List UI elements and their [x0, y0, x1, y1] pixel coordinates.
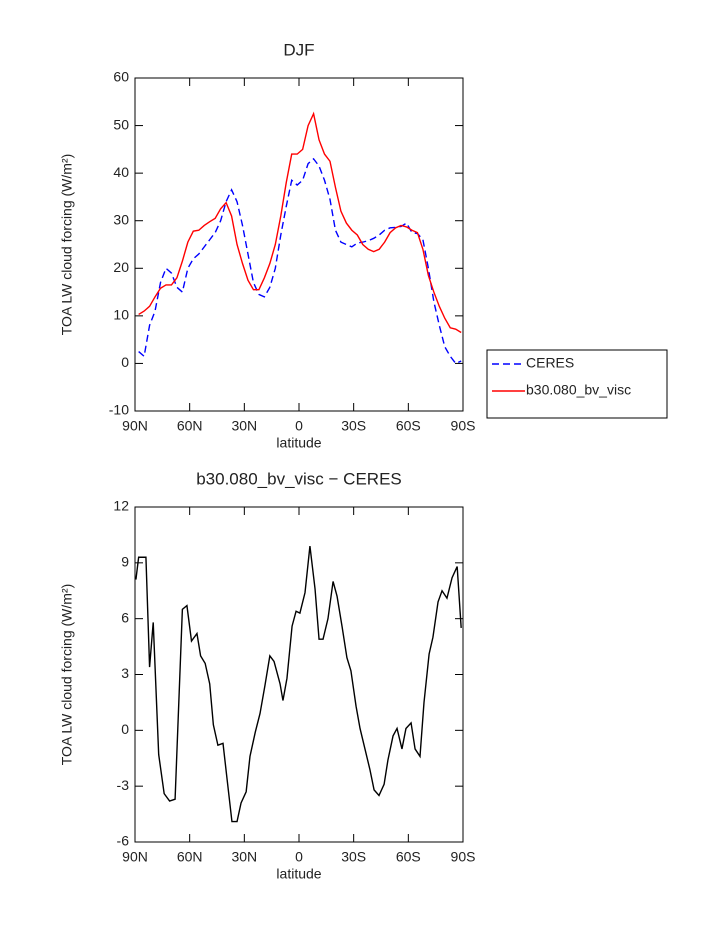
- chart-title: b30.080_bv_visc − CERES: [196, 469, 402, 488]
- data-line: [135, 545, 462, 823]
- y-tick-label: 12: [113, 498, 129, 514]
- y-tick-label: 9: [121, 554, 129, 570]
- x-tick-label: 0: [295, 418, 303, 434]
- x-tick-label: 60N: [177, 418, 203, 434]
- y-tick-label: 10: [113, 307, 129, 323]
- x-tick-label: 90N: [122, 418, 148, 434]
- y-tick-label: 40: [113, 164, 129, 180]
- y-tick-label: -10: [109, 402, 129, 418]
- legend-box: [486, 349, 668, 419]
- data-line: [138, 157, 462, 365]
- y-axis-label: TOA LW cloud forcing (W/m²): [59, 584, 75, 766]
- x-tick-label: 60S: [396, 849, 421, 865]
- plot-frame: [134, 506, 464, 843]
- y-tick-label: 3: [121, 665, 129, 681]
- y-tick-label: 6: [121, 609, 129, 625]
- y-axis-label: TOA LW cloud forcing (W/m²): [59, 154, 75, 336]
- y-tick-label: 20: [113, 259, 129, 275]
- x-tick-label: 30S: [341, 418, 366, 434]
- legend-label: CERES: [526, 355, 574, 371]
- y-tick-label: -3: [117, 777, 130, 793]
- y-tick-label: 50: [113, 116, 129, 132]
- x-tick-label: 60S: [396, 418, 421, 434]
- x-axis-label: latitude: [276, 866, 321, 882]
- x-axis-label: latitude: [276, 435, 321, 451]
- chart-title: DJF: [283, 40, 314, 59]
- legend-label: b30.080_bv_visc: [526, 382, 631, 398]
- x-tick-label: 0: [295, 849, 303, 865]
- x-tick-label: 30N: [231, 418, 257, 434]
- plot-frame: [134, 77, 464, 412]
- x-tick-label: 90S: [451, 418, 476, 434]
- panel: DJF latitude TOA LW cloud forcing (W/m²) 90…: [59, 40, 668, 451]
- x-tick-label: 30N: [231, 849, 257, 865]
- x-tick-label: 60N: [177, 849, 203, 865]
- x-tick-label: 90N: [122, 849, 148, 865]
- x-tick-label: 90S: [451, 849, 476, 865]
- y-tick-label: 60: [113, 69, 129, 85]
- panel: b30.080_bv_visc − CERES latitude TOA LW cl…: [59, 469, 476, 881]
- data-line: [138, 111, 462, 334]
- y-tick-label: 0: [121, 721, 129, 737]
- y-tick-label: -6: [117, 833, 130, 849]
- x-tick-label: 30S: [341, 849, 366, 865]
- y-tick-label: 30: [113, 211, 129, 227]
- y-tick-label: 0: [121, 354, 129, 370]
